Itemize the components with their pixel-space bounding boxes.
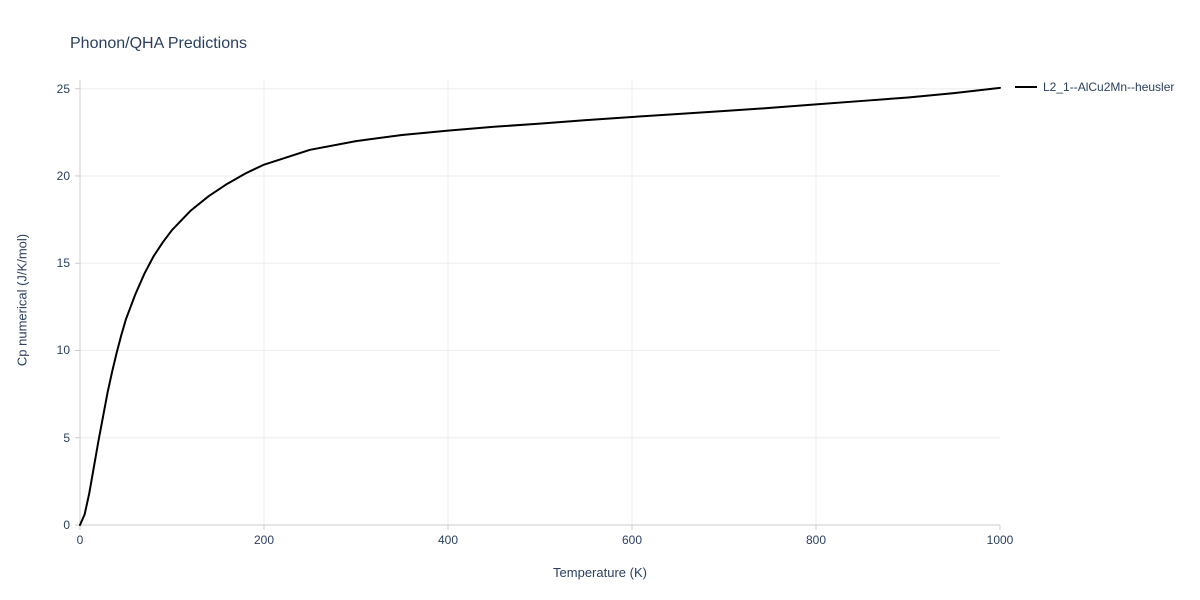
chart-container: Phonon/QHA Predictions Cp numerical (J/K…	[0, 0, 1200, 600]
x-tick-label: 0	[77, 533, 84, 547]
data-series	[80, 88, 1000, 525]
legend-swatch	[1015, 86, 1037, 88]
x-axis-label: Temperature (K)	[0, 565, 1200, 580]
y-tick-label: 10	[57, 343, 70, 357]
y-tick-label: 20	[57, 169, 70, 183]
tick-marks	[75, 89, 1000, 530]
legend: L2_1--AlCu2Mn--heusler	[1015, 80, 1174, 94]
x-tick-label: 200	[254, 533, 274, 547]
axes	[80, 80, 1000, 525]
legend-label: L2_1--AlCu2Mn--heusler	[1043, 80, 1174, 94]
y-tick-label: 5	[63, 431, 70, 445]
chart-title: Phonon/QHA Predictions	[70, 35, 247, 53]
y-tick-label: 25	[57, 82, 70, 96]
x-tick-label: 400	[438, 533, 458, 547]
x-tick-label: 1000	[987, 533, 1014, 547]
grid-lines	[80, 80, 1000, 525]
x-tick-label: 800	[806, 533, 826, 547]
x-tick-label: 600	[622, 533, 642, 547]
y-tick-label: 0	[63, 518, 70, 532]
y-axis-label: Cp numerical (J/K/mol)	[15, 234, 30, 366]
plot-area	[80, 80, 1000, 525]
y-tick-label: 15	[57, 256, 70, 270]
